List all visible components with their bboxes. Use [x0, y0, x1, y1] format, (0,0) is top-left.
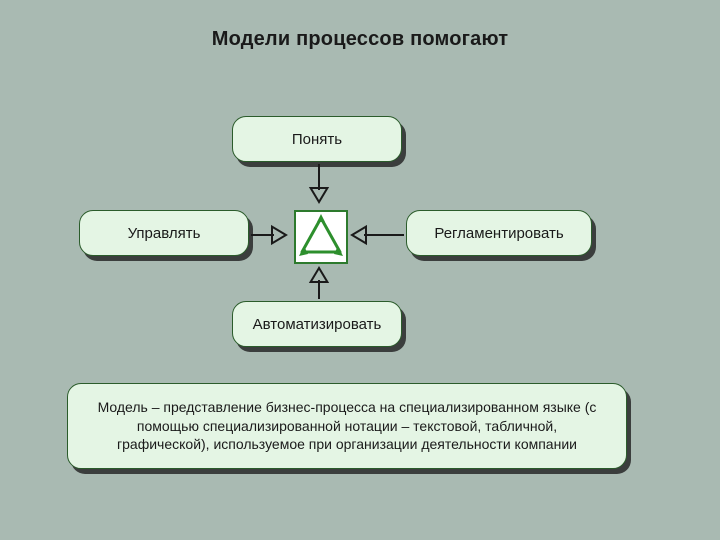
node-regulate: Регламентировать	[406, 210, 592, 256]
center-triangle-icon	[294, 210, 348, 264]
node-manage-label: Управлять	[128, 225, 201, 242]
cycle-triangle-icon	[296, 212, 346, 262]
node-regulate-label: Регламентировать	[434, 225, 563, 242]
node-automate-label: Автоматизировать	[253, 316, 382, 333]
description-box: Модель – представление бизнес-процесса н…	[67, 383, 627, 469]
node-understand-label: Понять	[292, 131, 342, 148]
description-text: Модель – представление бизнес-процесса н…	[90, 398, 604, 455]
node-understand: Понять	[232, 116, 402, 162]
node-automate: Автоматизировать	[232, 301, 402, 347]
page-title: Модели процессов помогают	[0, 28, 720, 51]
node-manage: Управлять	[79, 210, 249, 256]
diagram-stage: Модели процессов помогают Понять Управля…	[0, 0, 720, 540]
